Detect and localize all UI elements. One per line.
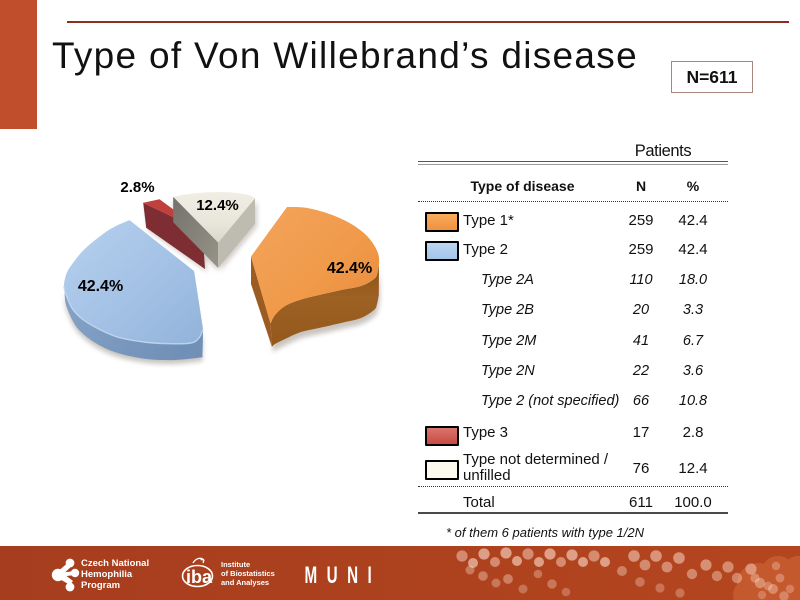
svg-text:Program: Program: [81, 580, 120, 591]
svg-text:Czech National: Czech National: [81, 558, 149, 569]
svg-text:and Analyses: and Analyses: [221, 578, 269, 587]
svg-text:iba: iba: [186, 567, 213, 587]
svg-text:Hemophilia: Hemophilia: [81, 569, 133, 580]
svg-text:MUNI: MUNI: [305, 563, 382, 589]
svg-text:Institute: Institute: [221, 560, 250, 569]
svg-text:of Biostatistics: of Biostatistics: [221, 569, 275, 578]
